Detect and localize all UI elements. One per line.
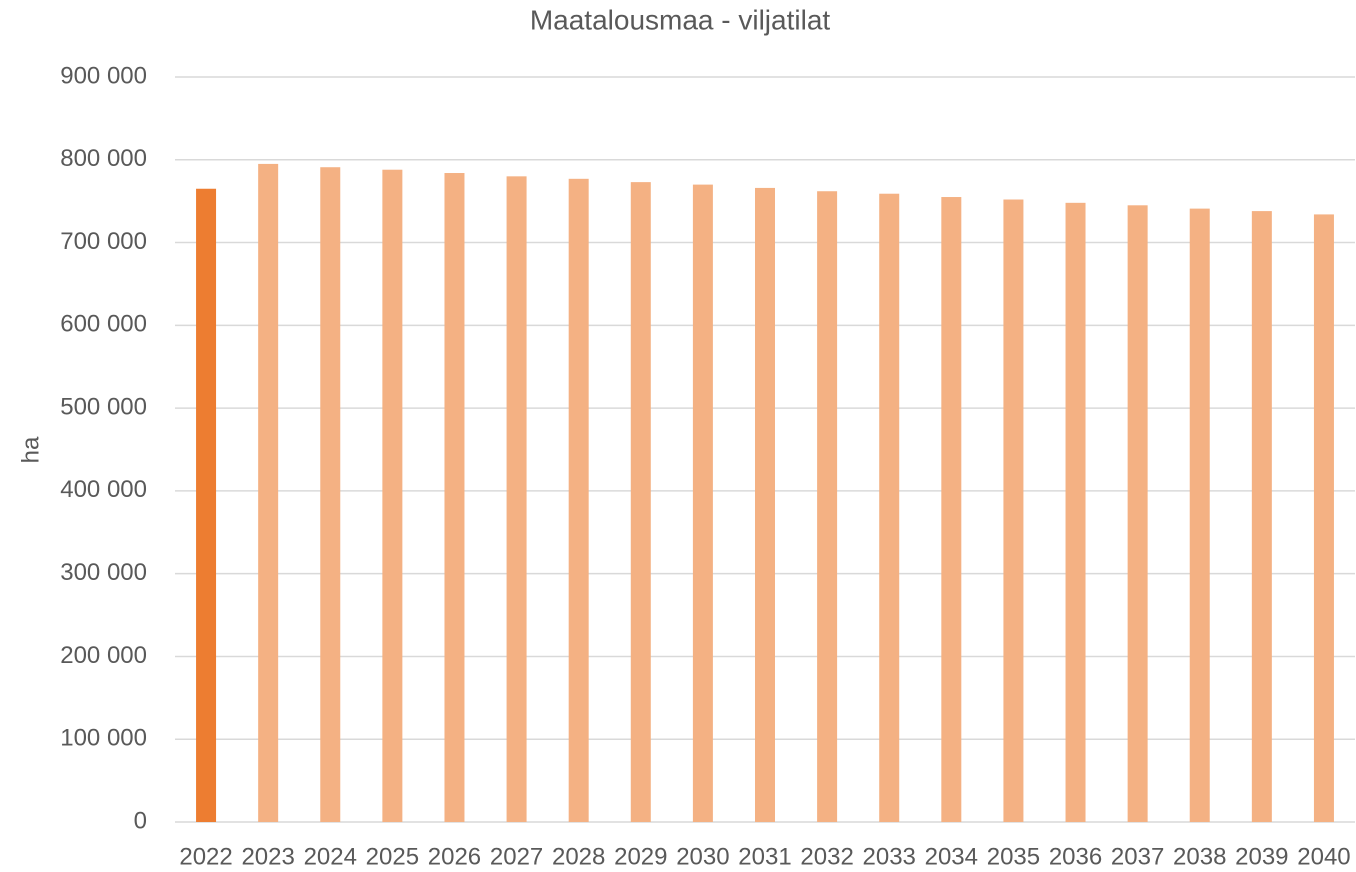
bar <box>1127 205 1148 823</box>
y-tick-label: 0 <box>134 807 147 834</box>
x-tick-label: 2034 <box>925 843 978 870</box>
x-tick-label: 2030 <box>676 843 729 870</box>
bar <box>1003 199 1024 822</box>
bar <box>1313 214 1334 822</box>
y-tick-label: 700 000 <box>60 228 147 255</box>
x-tick-label: 2038 <box>1173 843 1226 870</box>
bar <box>320 167 341 822</box>
x-tick-label: 2033 <box>863 843 916 870</box>
bar <box>258 163 279 822</box>
bar <box>941 197 962 822</box>
y-tick-label: 900 000 <box>60 62 147 89</box>
bar <box>692 184 713 823</box>
bar <box>630 182 651 822</box>
x-tick-label: 2029 <box>614 843 667 870</box>
bar <box>755 187 775 822</box>
x-tick-label: 2023 <box>241 843 294 870</box>
bar <box>1251 211 1272 823</box>
bar <box>879 193 900 822</box>
bar <box>506 176 527 823</box>
y-axis-label: ha <box>17 436 44 463</box>
x-tick-label: 2040 <box>1297 843 1350 870</box>
chart-title: Maatalousmaa - viljatilat <box>530 4 831 35</box>
bar <box>444 173 465 822</box>
y-tick-label: 100 000 <box>60 725 147 752</box>
x-tick-label: 2036 <box>1049 843 1102 870</box>
bar <box>1189 208 1210 822</box>
x-tick-label: 2032 <box>800 843 853 870</box>
bar <box>382 169 403 822</box>
x-tick-label: 2039 <box>1235 843 1288 870</box>
x-tick-label: 2031 <box>738 843 791 870</box>
y-tick-label: 600 000 <box>60 311 147 338</box>
y-tick-label: 300 000 <box>60 559 147 586</box>
bar <box>817 191 838 822</box>
x-tick-label: 2022 <box>179 843 232 870</box>
x-tick-label: 2027 <box>490 843 543 870</box>
y-tick-label: 400 000 <box>60 476 147 503</box>
y-tick-label: 200 000 <box>60 642 147 669</box>
x-tick-label: 2037 <box>1111 843 1164 870</box>
x-tick-label: 2035 <box>987 843 1040 870</box>
x-tick-label: 2025 <box>366 843 419 870</box>
bar <box>568 178 589 823</box>
y-tick-label: 800 000 <box>60 145 147 172</box>
x-tick-label: 2024 <box>304 843 357 870</box>
x-tick-label: 2026 <box>428 843 481 870</box>
x-tick-label: 2028 <box>552 843 605 870</box>
bar <box>196 188 217 822</box>
bar <box>1065 202 1086 823</box>
y-tick-label: 500 000 <box>60 393 147 420</box>
